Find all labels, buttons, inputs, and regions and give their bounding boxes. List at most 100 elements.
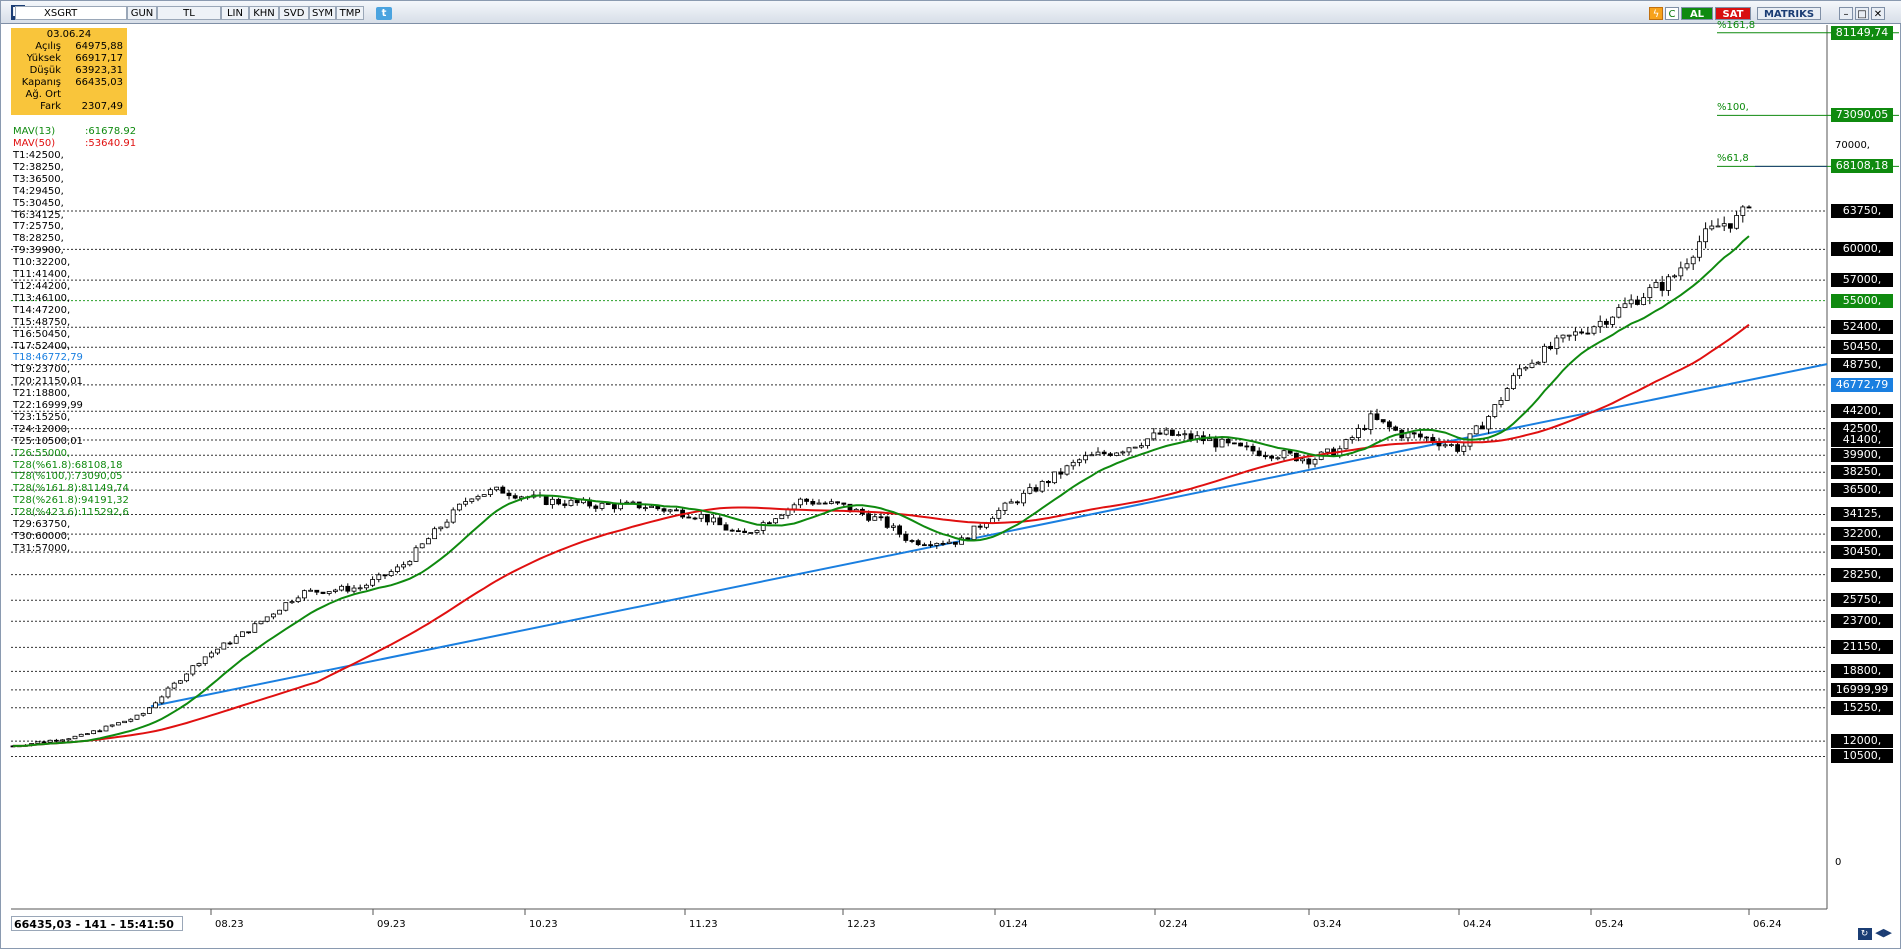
candle-body [940, 542, 946, 545]
candle-body [909, 540, 915, 542]
refresh-chart-icon[interactable]: ↻ [1857, 928, 1872, 940]
sell-button[interactable]: SAT [1715, 7, 1751, 20]
candle-body [829, 501, 834, 504]
lightning-icon[interactable]: ϟ [1649, 7, 1663, 20]
level-label: T4:29450, [13, 185, 64, 197]
level-label: T23:15250, [13, 411, 71, 423]
mav50-line [13, 323, 1750, 747]
candle-body [469, 498, 475, 502]
candle-body [363, 584, 369, 589]
time-axis-label: 11.23 [689, 919, 718, 930]
candle-body [1616, 307, 1622, 318]
candle-body [1740, 206, 1746, 216]
candle-body [1176, 434, 1181, 436]
candle-body [866, 513, 871, 521]
svd-button[interactable]: SVD [279, 6, 309, 20]
candle-body [1728, 223, 1733, 229]
candle-body [72, 735, 78, 740]
candle-body [661, 508, 667, 512]
candle-body [463, 501, 469, 505]
candle-body [804, 498, 809, 502]
level-label: T11:41400, [13, 269, 71, 281]
period-button[interactable]: GUN [127, 6, 157, 20]
candle-body [1604, 320, 1609, 325]
candle-body [1089, 454, 1095, 457]
level-label: T21:18800, [13, 388, 71, 400]
candle-body [1145, 438, 1150, 447]
mav13-label[interactable]: MAV(13):61678.92 [13, 126, 137, 137]
candle-body [1535, 361, 1541, 364]
candle-body [1244, 445, 1250, 448]
refresh-icon[interactable]: C [1665, 7, 1679, 20]
sym-button[interactable]: SYM [309, 6, 336, 20]
khn-button[interactable]: KHN [249, 6, 279, 20]
candle-body [1449, 444, 1454, 447]
candle-body [1647, 287, 1653, 299]
candle-body [1064, 465, 1070, 475]
mav50-label[interactable]: MAV(50):53640.91 [13, 138, 137, 149]
currency-button[interactable]: TL [157, 6, 221, 20]
candle-body [1424, 436, 1429, 439]
candle-body [891, 525, 896, 528]
symbol-input[interactable]: XSGRT [15, 6, 127, 20]
candle-body [438, 526, 444, 530]
fib-price-box: 73090,05 [1831, 108, 1893, 123]
twitter-icon[interactable]: t [376, 7, 392, 20]
price-axis-label: 16999,99 [1831, 682, 1893, 697]
candle-body [953, 541, 958, 545]
candle-body [221, 642, 227, 650]
maximize-button[interactable]: □ [1855, 7, 1869, 20]
candle-body [357, 587, 363, 590]
candle-body [109, 724, 115, 727]
candle-body [1151, 432, 1157, 440]
buy-button[interactable]: AL [1681, 7, 1713, 20]
candle-body [593, 505, 599, 509]
candle-body [314, 589, 320, 593]
candle-body [1256, 450, 1262, 457]
scale-button[interactable]: LIN [221, 6, 249, 20]
candle-body [252, 623, 258, 633]
close-button[interactable]: ✕ [1871, 7, 1885, 20]
candle-body [1442, 444, 1448, 447]
time-axis-label: 02.24 [1159, 919, 1188, 930]
level-label: T3:36500, [13, 173, 64, 185]
minimize-button[interactable]: – [1839, 7, 1853, 20]
candle-body [760, 522, 766, 531]
candle-body [748, 532, 754, 534]
candle-body [196, 663, 202, 667]
scroll-controls[interactable]: ↻ ◀▶ [1857, 926, 1892, 940]
candle-body [897, 525, 902, 535]
candle-body [655, 505, 661, 510]
candle-body [1560, 334, 1566, 339]
candle-body [1083, 455, 1088, 461]
brand-label: MATRIKS [1757, 7, 1821, 20]
candle-body [1666, 276, 1671, 291]
candle-body [308, 589, 314, 592]
candle-body [1095, 451, 1101, 456]
candle-body [1610, 316, 1615, 325]
time-axis-label: 06.24 [1753, 919, 1782, 930]
candle-body [54, 739, 59, 742]
candle-body [1653, 281, 1659, 289]
candle-body [1027, 487, 1033, 494]
candle-body [512, 495, 518, 499]
candle-body [729, 529, 735, 532]
candle-body [78, 733, 84, 737]
price-axis-label: 15250, [1831, 700, 1893, 715]
scroll-left-icon[interactable]: ◀ [1875, 926, 1884, 939]
tmp-button[interactable]: TMP [336, 6, 364, 20]
price-axis-label: 44200, [1831, 404, 1893, 419]
price-axis-label: 39900, [1831, 448, 1893, 463]
candle-body [345, 585, 351, 592]
candle-body [35, 741, 41, 744]
candle-body [60, 739, 65, 742]
scroll-right-icon[interactable]: ▶ [1883, 926, 1892, 939]
candle-body [872, 516, 878, 521]
fib-label: %61,8 [1717, 153, 1749, 165]
candle-body [208, 652, 214, 658]
candle-body [1672, 275, 1677, 278]
candle-body [1170, 429, 1175, 436]
info-row-avg: Ağ. Ort [25, 89, 61, 100]
level-label: T28(%423.6):115292,6 [13, 507, 129, 519]
